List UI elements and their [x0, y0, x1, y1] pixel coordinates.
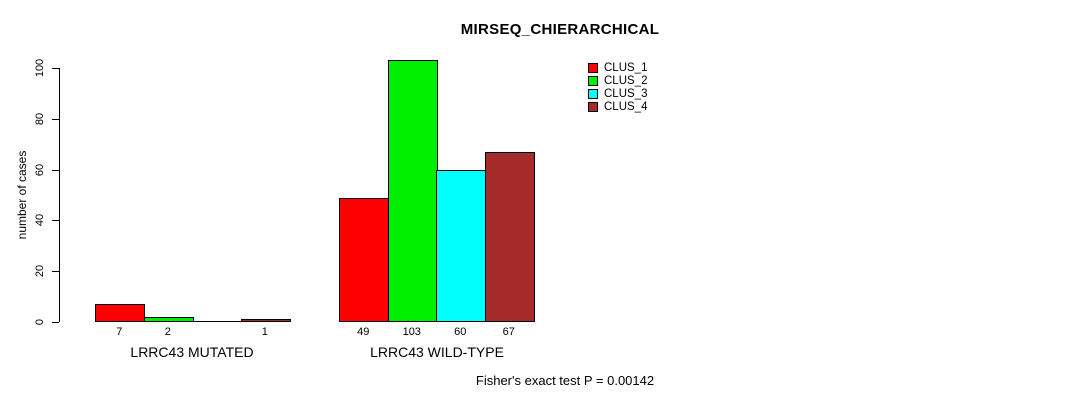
- legend-item-clus-2: CLUS_2: [588, 75, 648, 87]
- bar-clus_4-group1: [241, 319, 291, 322]
- y-tick-label-0: 0: [34, 318, 46, 326]
- y-tick-label-80: 80: [34, 112, 46, 126]
- y-tick-label-100: 100: [34, 58, 46, 78]
- y-tick-mark-0: [52, 322, 59, 323]
- group-label-lrrc43-wild-type: LRRC43 WILD-TYPE: [370, 344, 504, 360]
- legend-label-clus-2: CLUS_2: [604, 75, 648, 87]
- legend-swatch-clus-4-icon: [588, 102, 598, 112]
- y-tick-mark-20: [52, 271, 59, 272]
- y-tick-mark-80: [52, 119, 59, 120]
- y-tick-mark-100: [52, 68, 59, 69]
- y-tick-label-20: 20: [34, 264, 46, 278]
- bar-clus_1-group2: [339, 198, 389, 322]
- y-tick-mark-60: [52, 170, 59, 171]
- y-tick-label-60: 60: [34, 163, 46, 177]
- y-axis-label: number of cases: [15, 150, 29, 240]
- legend-label-clus-1: CLUS_1: [604, 62, 648, 74]
- bar-value-label: 103: [402, 326, 421, 338]
- bar-value-label: 60: [454, 326, 467, 338]
- y-axis-line: [59, 68, 60, 322]
- legend-item-clus-4: CLUS_4: [588, 101, 648, 113]
- bar-clus_4-group2: [485, 152, 535, 322]
- chart-title: MIRSEQ_CHIERARCHICAL: [460, 21, 660, 38]
- bar-value-label: 67: [502, 326, 515, 338]
- bar-clus_2-group2: [388, 60, 438, 322]
- y-tick-mark-40: [52, 220, 59, 221]
- annotation-fisher-test: Fisher's exact test P = 0.00142: [475, 373, 655, 388]
- bar-clus_2-group1: [144, 317, 194, 322]
- legend-item-clus-1: CLUS_1: [588, 62, 648, 74]
- group-label-lrrc43-mutated: LRRC43 MUTATED: [130, 344, 254, 360]
- bar-value-label: 1: [261, 326, 268, 338]
- bar-value-label: 49: [357, 326, 370, 338]
- legend-label-clus-4: CLUS_4: [604, 101, 648, 113]
- y-tick-label-40: 40: [34, 213, 46, 227]
- legend-swatch-clus-2-icon: [588, 76, 598, 86]
- legend-swatch-clus-3-icon: [588, 89, 598, 99]
- bar-clus_3-group1: [192, 321, 242, 322]
- legend-swatch-clus-1-icon: [588, 63, 598, 73]
- legend-item-clus-3: CLUS_3: [588, 88, 648, 100]
- bar-value-label: 2: [164, 326, 171, 338]
- legend: CLUS_1 CLUS_2 CLUS_3 CLUS_4: [588, 62, 648, 115]
- legend-label-clus-3: CLUS_3: [604, 88, 648, 100]
- bar-clus_1-group1: [95, 304, 145, 322]
- bar-clus_3-group2: [436, 170, 486, 322]
- bar-value-label: 7: [116, 326, 123, 338]
